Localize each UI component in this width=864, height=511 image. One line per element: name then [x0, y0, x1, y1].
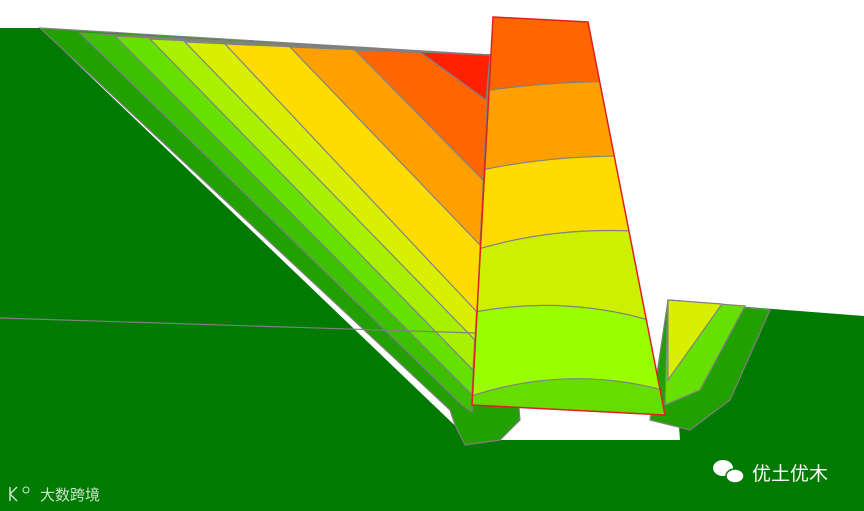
- logo: [9, 486, 18, 502]
- watermark-text: 大数跨境: [40, 486, 100, 504]
- layer-line: [0, 317, 476, 334]
- ground: [0, 28, 864, 511]
- band: [418, 51, 491, 102]
- slope-bands: [38, 27, 521, 446]
- wechat-icon: [725, 468, 745, 484]
- right-bands: [649, 299, 771, 431]
- band: [667, 299, 724, 382]
- brand: 优土优木: [713, 460, 828, 485]
- logo: [22, 486, 30, 494]
- wall-outline: [471, 16, 666, 416]
- watermark: 大数跨境: [9, 486, 100, 504]
- brand-text: 优土优木: [752, 463, 828, 485]
